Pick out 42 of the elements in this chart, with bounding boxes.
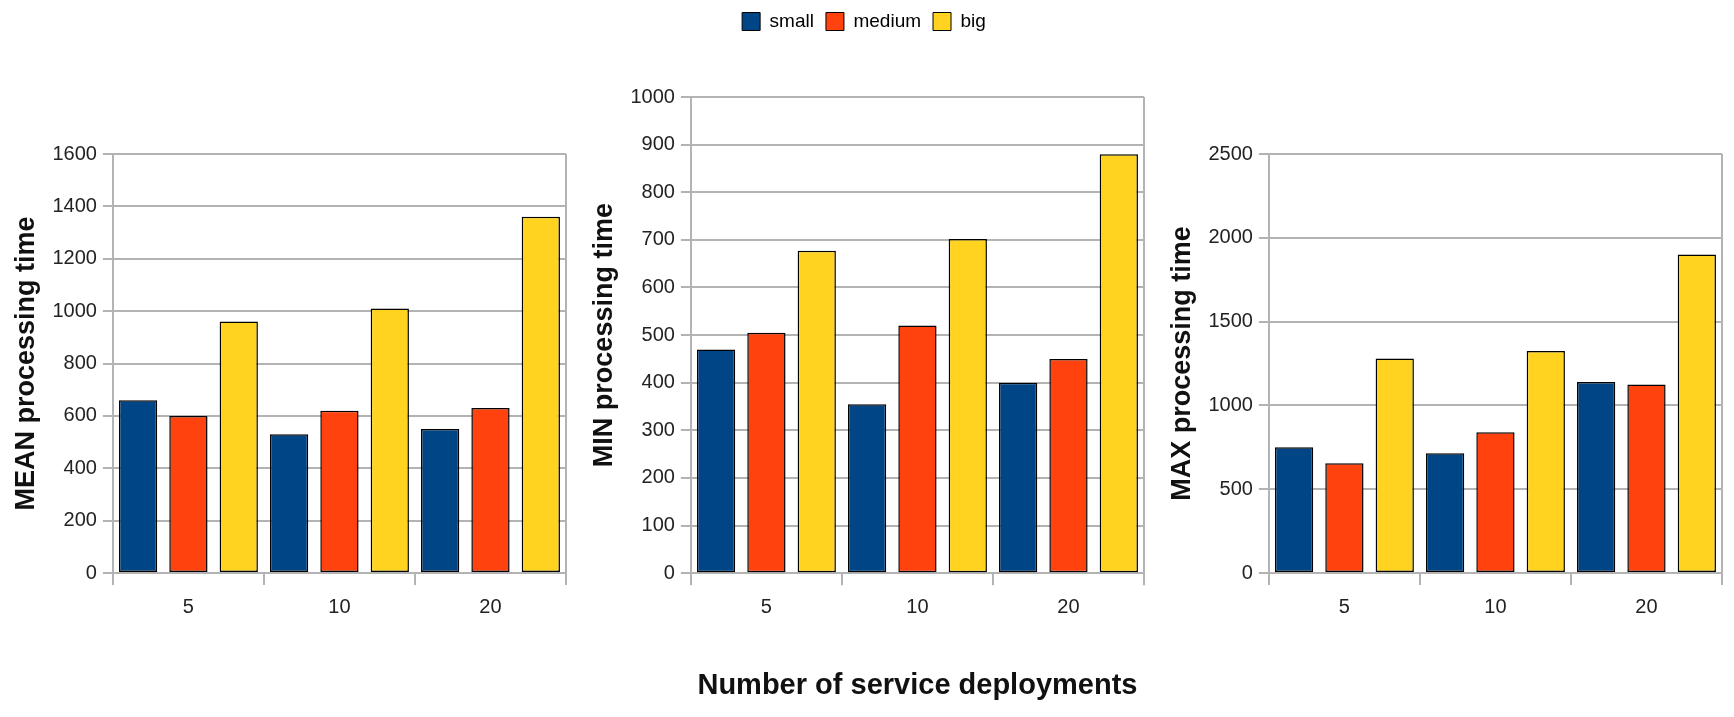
y-tick-label: 200 — [63, 508, 97, 531]
y-tick-label: 800 — [641, 179, 675, 202]
x-tick-label: 10 — [1484, 594, 1507, 617]
x-tick-label: 5 — [1338, 594, 1350, 617]
y-tick-label: 1200 — [52, 246, 97, 269]
y-tick-label: 0 — [663, 560, 675, 583]
y-axis-title: MEAN processing time — [9, 216, 40, 511]
x-tick-label: 10 — [906, 594, 929, 617]
y-tick-label: 200 — [641, 465, 675, 488]
y-tick-label: 100 — [641, 513, 675, 536]
y-tick-label: 2000 — [1208, 225, 1253, 248]
y-tick-label: 800 — [63, 351, 97, 374]
y-tick-label: 2500 — [1208, 141, 1253, 164]
x-tick-label: 5 — [182, 594, 194, 617]
x-tick-label: 5 — [760, 594, 772, 617]
x-tick-label: 20 — [479, 594, 502, 617]
y-tick-label: 600 — [63, 403, 97, 426]
y-tick-label: 1600 — [52, 141, 97, 164]
y-tick-label: 400 — [63, 455, 97, 478]
y-tick-label: 1000 — [630, 84, 675, 107]
y-tick-label: 1500 — [1208, 309, 1253, 332]
x-tick-label: 10 — [328, 594, 351, 617]
y-tick-label: 0 — [1241, 560, 1253, 583]
legend-label: big — [960, 9, 986, 31]
x-axis-title: Number of service deployments — [697, 667, 1138, 700]
x-tick-label: 20 — [1057, 594, 1080, 617]
y-tick-label: 300 — [641, 417, 675, 440]
y-axis-title: MAX processing time — [1165, 226, 1196, 501]
y-tick-label: 600 — [641, 275, 675, 297]
y-tick-label: 1000 — [52, 298, 97, 321]
legend-label: small — [769, 9, 814, 31]
x-tick-label: 20 — [1635, 594, 1658, 617]
legend-label: medium — [853, 9, 922, 31]
y-tick-label: 700 — [641, 227, 675, 250]
y-tick-label: 400 — [641, 370, 675, 393]
y-tick-label: 900 — [641, 132, 675, 155]
y-tick-label: 500 — [1219, 476, 1253, 499]
y-tick-label: 1400 — [52, 193, 97, 216]
y-axis-title: MIN processing time — [587, 203, 618, 468]
y-tick-label: 1000 — [1208, 392, 1253, 415]
y-tick-label: 500 — [641, 322, 675, 345]
y-tick-label: 0 — [85, 560, 97, 583]
